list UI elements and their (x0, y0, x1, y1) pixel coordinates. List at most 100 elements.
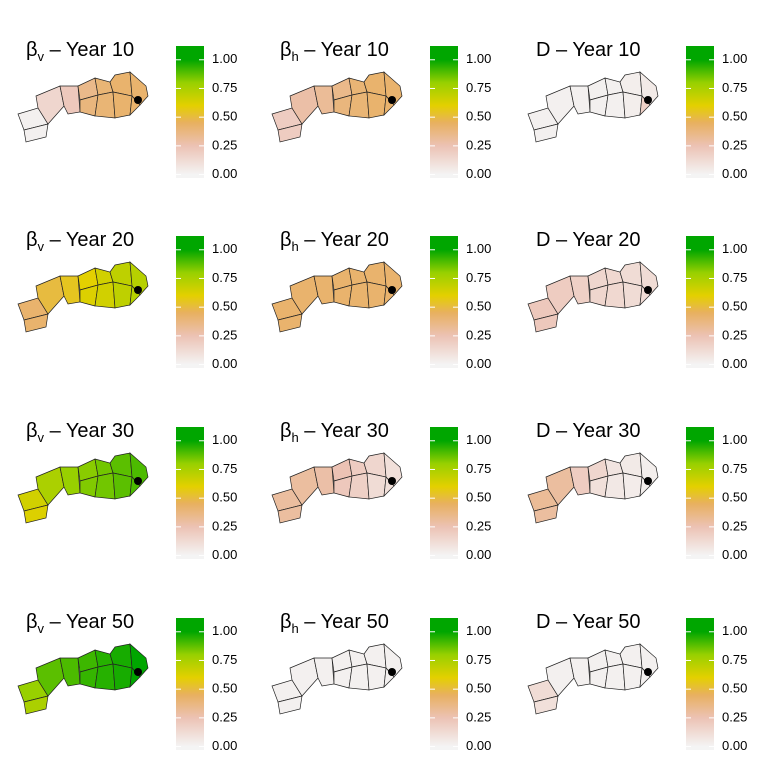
panel-title: βv – Year 10 (26, 39, 134, 64)
colorbar-tick-label: 0.50 (466, 109, 491, 124)
colorbar-tick-label: 0.50 (212, 490, 237, 505)
site-marker (388, 668, 396, 676)
region (639, 643, 659, 678)
region (277, 695, 303, 715)
title-subscript: h (292, 621, 299, 636)
region (569, 657, 591, 687)
title-rest: – Year 30 (299, 420, 389, 442)
colorbar-tick-label: 0.75 (722, 270, 747, 285)
colorbar-tick-label: 1.00 (212, 432, 237, 447)
colorbar-tick-label: 0.25 (466, 709, 491, 724)
title-subscript: v (38, 49, 45, 64)
region (313, 466, 335, 496)
region (383, 71, 403, 106)
panel-title: D – Year 20 (536, 229, 641, 251)
colorbar (686, 236, 714, 368)
colorbar-tick-label: 0.00 (722, 738, 747, 753)
site-marker (134, 668, 142, 676)
colorbar-tick-label: 0.00 (212, 738, 237, 753)
region (366, 91, 387, 119)
title-rest: – Year 10 (44, 39, 134, 61)
colorbar-tick-label: 0.25 (722, 137, 747, 152)
region (622, 472, 643, 500)
site-marker (388, 477, 396, 485)
colorbar-tick-label: 0.00 (466, 356, 491, 371)
colorbar-tick-label: 0.00 (466, 166, 491, 181)
title-symbol: β (280, 611, 292, 633)
panel: D – Year 20 0.00 0.25 0.50 0.75 1.00 (527, 229, 747, 371)
panel-title: D – Year 10 (536, 39, 641, 61)
panel-title: D – Year 50 (536, 611, 641, 633)
region (639, 261, 659, 296)
title-symbol: β (26, 611, 38, 633)
region (604, 663, 626, 691)
panel: βh – Year 50 0.00 0.25 0.50 0.75 1.00 (271, 611, 491, 753)
region (94, 663, 116, 691)
colorbar-tick-label: 0.50 (212, 299, 237, 314)
title-rest: – Year 30 (550, 420, 640, 442)
title-rest: – Year 20 (299, 229, 389, 251)
panel-title: βh – Year 20 (280, 229, 389, 254)
title-symbol: β (280, 39, 292, 61)
colorbar-tick-label: 1.00 (722, 432, 747, 447)
region (383, 261, 403, 296)
title-subscript: v (38, 621, 45, 636)
colorbar (686, 618, 714, 750)
colorbar (430, 427, 458, 559)
colorbar-tick-label: 0.75 (466, 461, 491, 476)
panel-title: βv – Year 30 (26, 420, 134, 445)
title-subscript: v (38, 239, 45, 254)
colorbar-tick-label: 0.00 (212, 547, 237, 562)
title-symbol: β (26, 420, 38, 442)
title-rest: – Year 10 (299, 39, 389, 61)
region (23, 695, 49, 715)
colorbar-tick-label: 0.00 (212, 356, 237, 371)
colorbar-tick-label: 0.25 (212, 327, 237, 342)
region (35, 85, 65, 125)
region (545, 657, 575, 697)
colorbar-tick-label: 0.50 (212, 109, 237, 124)
region (289, 466, 319, 506)
panel-title: βh – Year 10 (280, 39, 389, 64)
colorbar-tick-label: 0.75 (212, 80, 237, 95)
colorbar-tick-label: 0.00 (212, 166, 237, 181)
colorbar-tick-label: 0.00 (722, 166, 747, 181)
colorbar-tick-label: 0.25 (722, 327, 747, 342)
title-symbol: β (280, 229, 292, 251)
region (313, 85, 335, 115)
colorbar-tick-label: 0.75 (212, 652, 237, 667)
site-marker (134, 477, 142, 485)
region (129, 261, 149, 296)
region (366, 281, 387, 309)
colorbar-tick-label: 1.00 (722, 51, 747, 66)
region (35, 275, 65, 315)
region (604, 281, 626, 309)
site-marker (644, 668, 652, 676)
region (59, 85, 81, 115)
title-rest: – Year 50 (44, 611, 134, 633)
panel: D – Year 50 0.00 0.25 0.50 0.75 1.00 (527, 611, 747, 753)
title-subscript: h (292, 239, 299, 254)
panel-title: βh – Year 30 (280, 420, 389, 445)
panel: D – Year 10 0.00 0.25 0.50 0.75 1.00 (527, 39, 747, 181)
colorbar-tick-label: 0.50 (212, 681, 237, 696)
region (348, 472, 370, 500)
colorbar-tick-label: 0.75 (722, 461, 747, 476)
colorbar-tick-label: 1.00 (722, 241, 747, 256)
title-rest: – Year 10 (550, 39, 640, 61)
colorbar-tick-label: 1.00 (212, 51, 237, 66)
colorbar-tick-label: 1.00 (212, 623, 237, 638)
colorbar-tick-label: 0.50 (722, 299, 747, 314)
region (35, 466, 65, 506)
site-marker (388, 96, 396, 104)
region (112, 91, 133, 119)
region (59, 466, 81, 496)
region (569, 466, 591, 496)
title-symbol: D (536, 229, 550, 251)
colorbar-tick-label: 0.25 (722, 518, 747, 533)
colorbar-tick-label: 1.00 (466, 432, 491, 447)
panel: βv – Year 50 0.00 0.25 0.50 0.75 1.00 (17, 611, 237, 753)
title-subscript: h (292, 430, 299, 445)
region (533, 313, 559, 333)
region (604, 472, 626, 500)
